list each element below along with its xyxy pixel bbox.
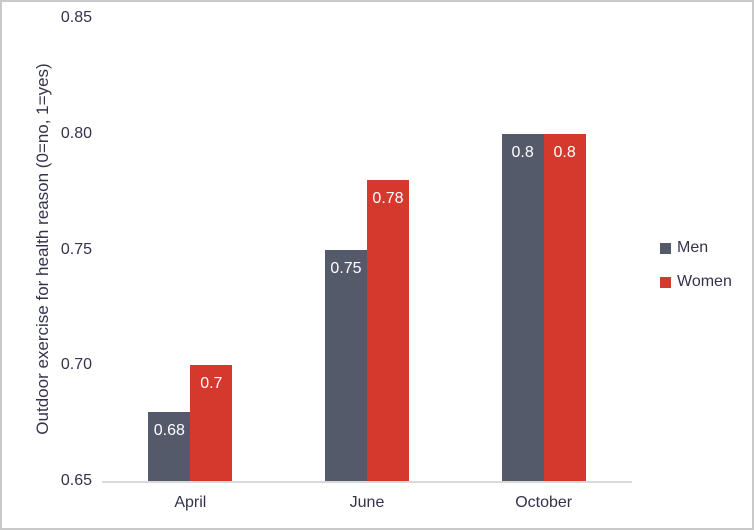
y-tick-label: 0.75 — [60, 240, 92, 258]
x-category-label: October — [515, 494, 573, 511]
legend-label-women: Women — [677, 273, 732, 290]
bar-value-label: 0.75 — [330, 259, 362, 277]
bar-value-label: 0.8 — [511, 143, 534, 161]
bar-value-label: 0.8 — [553, 143, 576, 161]
bar-women-october — [543, 133, 586, 481]
y-tick-label: 0.80 — [60, 124, 92, 142]
legend-marker-women-icon — [660, 276, 671, 288]
bar-women-april — [190, 365, 233, 481]
legend: Men Women — [660, 239, 732, 308]
legend-marker-men-icon — [660, 242, 671, 254]
bar-women-june — [367, 180, 409, 481]
x-category-label: April — [174, 494, 207, 511]
legend-label-men: Men — [677, 239, 709, 256]
bar-men-june — [325, 249, 367, 481]
x-category-label: June — [349, 494, 385, 511]
y-tick-label: 0.85 — [60, 9, 92, 26]
bar-value-label: 0.7 — [200, 375, 223, 393]
legend-item-men: Men — [660, 239, 732, 256]
bar-value-label: 0.78 — [372, 190, 404, 208]
bar-value-label: 0.68 — [153, 421, 185, 439]
legend-item-women: Women — [660, 273, 732, 290]
bar-men-october — [501, 133, 544, 481]
x-axis-line — [102, 481, 632, 483]
y-tick-label: 0.70 — [60, 356, 92, 374]
y-tick-label: 0.65 — [60, 472, 92, 489]
bar-men-april — [148, 411, 191, 481]
